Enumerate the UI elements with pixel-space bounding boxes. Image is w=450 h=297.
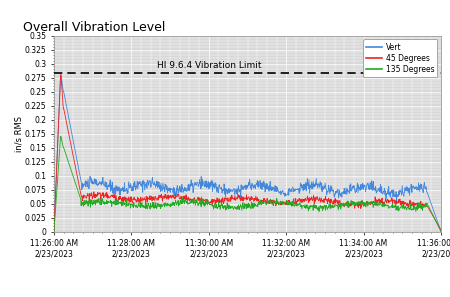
Y-axis label: in/s RMS: in/s RMS bbox=[14, 116, 23, 152]
Legend: Vert, 45 Degrees, 135 Degrees: Vert, 45 Degrees, 135 Degrees bbox=[363, 40, 437, 77]
Text: HI 9.6.4 Vibration Limit: HI 9.6.4 Vibration Limit bbox=[157, 61, 261, 70]
Text: Overall Vibration Level: Overall Vibration Level bbox=[23, 21, 166, 34]
